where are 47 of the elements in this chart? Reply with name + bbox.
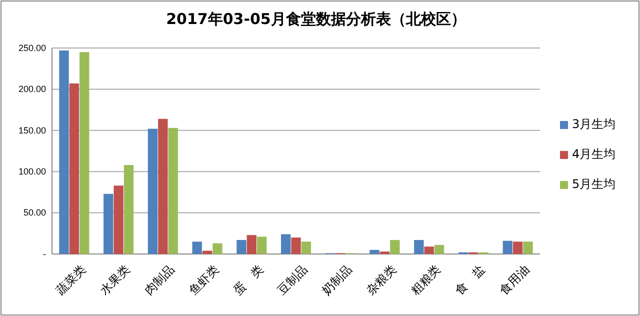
- bar: [390, 240, 400, 254]
- x-tick-label: 肉制品: [142, 262, 178, 298]
- bar: [168, 128, 178, 254]
- x-tick-label: 蛋 类: [230, 262, 266, 298]
- bar: [434, 244, 444, 254]
- bar: [512, 242, 523, 254]
- legend-label: 5月生均: [572, 177, 616, 191]
- bar: [124, 165, 134, 254]
- bar: [502, 240, 512, 254]
- y-tick-label: 200.00: [18, 84, 46, 94]
- bar: [212, 243, 222, 254]
- y-tick-label: -: [43, 248, 46, 259]
- bar: [291, 238, 301, 254]
- bar: [114, 186, 124, 254]
- bar: [370, 250, 380, 254]
- bar: [80, 52, 90, 254]
- bar: [301, 242, 312, 254]
- y-tick-label: 150.00: [18, 125, 46, 136]
- x-tick-label: 粗粮类: [408, 262, 444, 298]
- legend-label: 3月生均: [572, 117, 616, 131]
- y-tick-label: 100.00: [18, 166, 46, 176]
- bar: [246, 235, 256, 254]
- x-tick-label: 食用油: [496, 262, 532, 298]
- bar: [424, 246, 434, 254]
- x-tick-label: 水果类: [97, 262, 133, 298]
- bar: [523, 242, 533, 254]
- bar: [256, 236, 267, 254]
- x-tick-label: 豆制品: [274, 262, 310, 298]
- x-tick-label: 蔬菜类: [53, 262, 88, 298]
- bar: [414, 240, 424, 254]
- bar: [158, 118, 168, 254]
- y-tick-label: 250.00: [18, 42, 46, 53]
- x-tick-label: 杂粮类: [364, 262, 399, 298]
- y-tick-label: 50.00: [23, 208, 46, 218]
- bar: [148, 128, 158, 254]
- bar: [236, 240, 246, 254]
- bar: [202, 250, 212, 254]
- x-tick-label: 奶制品: [319, 262, 355, 298]
- chart-title: 2017年03-05月食堂数据分析表（北校区）: [166, 10, 466, 28]
- bar: [104, 194, 114, 254]
- legend-label: 4月生均: [572, 147, 616, 161]
- bar: [192, 242, 202, 254]
- bar: [59, 50, 69, 254]
- bar: [280, 234, 291, 254]
- x-tick-label: 鱼虾类: [186, 262, 222, 298]
- x-tick-label: 食 盐: [452, 262, 488, 298]
- bar: [69, 83, 80, 254]
